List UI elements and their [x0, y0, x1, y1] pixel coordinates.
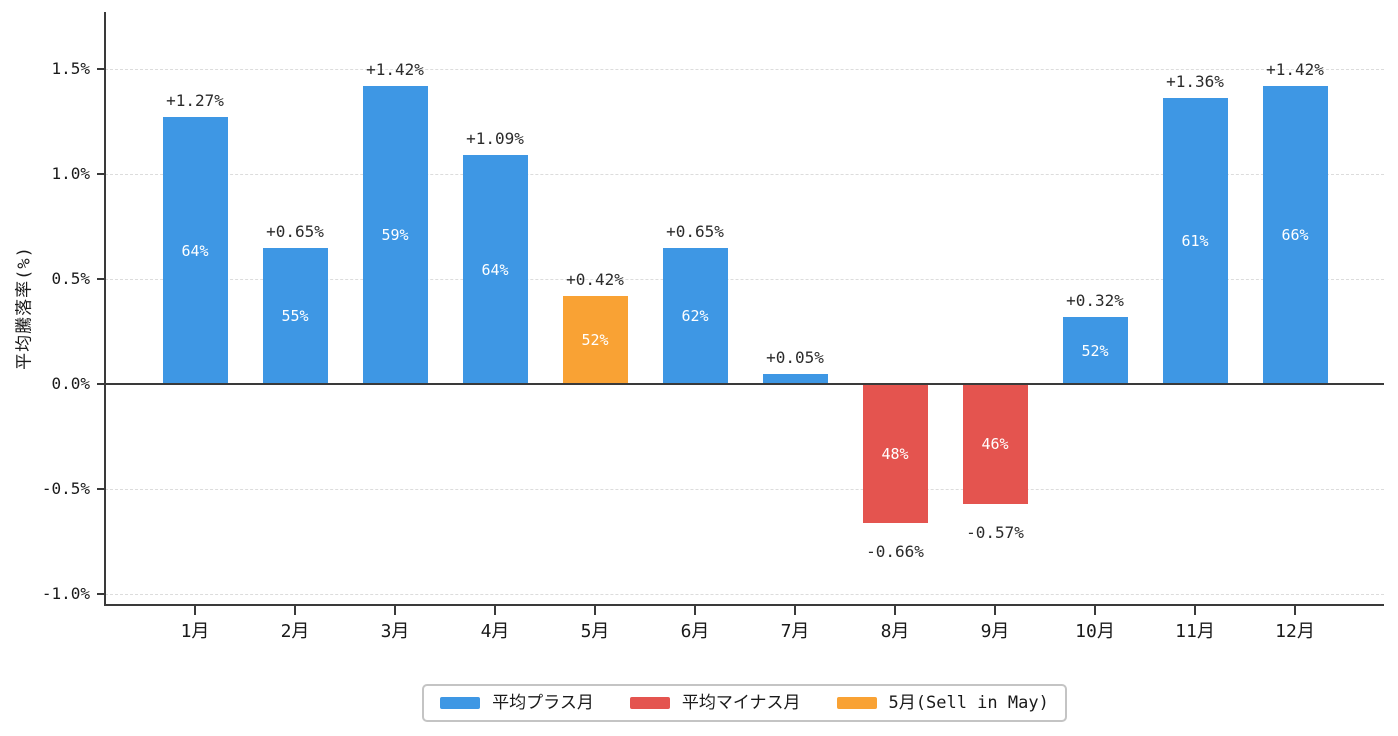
bar-value-label: +1.36%	[1166, 72, 1224, 91]
x-tick-label: 4月	[480, 621, 510, 642]
y-tick-label: 0.0%	[51, 374, 90, 393]
y-axis-tick	[97, 383, 105, 385]
x-axis-tick	[1294, 606, 1296, 615]
x-axis-tick	[194, 606, 196, 615]
y-tick-label: -0.5%	[41, 479, 90, 498]
bar-value-label: +0.65%	[266, 222, 324, 241]
x-axis-tick	[894, 606, 896, 615]
bar-winrate-label: 66%	[1281, 226, 1309, 244]
bar-11月	[1163, 98, 1228, 384]
x-axis-tick	[1094, 606, 1096, 615]
bar-9月	[963, 384, 1028, 504]
legend-label-plus: 平均プラス月	[492, 693, 594, 713]
y-tick-label: -1.0%	[41, 584, 90, 603]
bar-winrate-label: 55%	[281, 307, 309, 325]
legend-swatch-minus-icon	[629, 697, 670, 709]
bar-value-label: +1.27%	[166, 91, 224, 110]
bar-value-label: +0.05%	[766, 348, 824, 367]
bar-winrate-label: 61%	[1181, 232, 1209, 250]
bar-winrate-label: 59%	[381, 226, 409, 244]
x-tick-label: 12月	[1275, 621, 1315, 642]
y-axis-tick	[97, 68, 105, 70]
bar-4月	[463, 155, 528, 384]
gridline	[105, 489, 1384, 490]
x-tick-label: 1月	[180, 621, 210, 642]
bar-3月	[363, 86, 428, 385]
gridline	[105, 69, 1384, 70]
bar-winrate-label: 64%	[181, 242, 209, 260]
x-tick-label: 3月	[380, 621, 410, 642]
x-axis-tick	[294, 606, 296, 615]
y-tick-label: 1.5%	[51, 59, 90, 78]
bar-winrate-label: 52%	[581, 331, 609, 349]
gridline	[105, 594, 1384, 595]
bar-2月	[263, 248, 328, 385]
legend-container: 平均プラス月 平均マイナス月 5月(Sell in May)	[105, 684, 1384, 722]
x-axis-tick	[594, 606, 596, 615]
legend-label-minus: 平均マイナス月	[681, 693, 801, 713]
y-axis-tick	[97, 488, 105, 490]
legend-item-plus-months: 平均プラス月	[440, 691, 594, 715]
x-tick-label: 8月	[880, 621, 910, 642]
x-axis-tick	[694, 606, 696, 615]
y-tick-label: 1.0%	[51, 164, 90, 183]
bar-value-label: +0.65%	[666, 222, 724, 241]
x-tick-label: 10月	[1075, 621, 1115, 642]
legend-swatch-plus-icon	[440, 697, 481, 709]
x-axis-tick	[394, 606, 396, 615]
x-tick-label: 5月	[580, 621, 610, 642]
bar-5月	[563, 296, 628, 384]
y-axis-tick	[97, 278, 105, 280]
bar-value-label: +1.42%	[366, 60, 424, 79]
y-axis-line	[104, 12, 106, 606]
bar-value-label: +1.42%	[1266, 60, 1324, 79]
x-axis-tick	[494, 606, 496, 615]
x-axis-tick	[994, 606, 996, 615]
x-tick-label: 11月	[1175, 621, 1215, 642]
legend: 平均プラス月 平均マイナス月 5月(Sell in May)	[422, 684, 1067, 722]
x-axis-line	[104, 604, 1384, 606]
gridline	[105, 279, 1384, 280]
bar-winrate-label: 62%	[681, 307, 709, 325]
y-axis-tick	[97, 593, 105, 595]
bar-10月	[1063, 317, 1128, 384]
x-axis-tick	[794, 606, 796, 615]
bar-value-label: +0.42%	[566, 270, 624, 289]
bar-1月	[163, 117, 228, 384]
bar-winrate-label: 46%	[981, 435, 1009, 453]
x-tick-label: 6月	[680, 621, 710, 642]
y-axis-tick	[97, 173, 105, 175]
y-tick-label: 0.5%	[51, 269, 90, 288]
bar-value-label: -0.57%	[966, 523, 1024, 542]
bar-7月	[763, 374, 828, 385]
bar-6月	[663, 248, 728, 385]
bar-winrate-label: 64%	[481, 261, 509, 279]
x-tick-label: 7月	[780, 621, 810, 642]
zero-line	[105, 383, 1384, 385]
x-tick-label: 2月	[280, 621, 310, 642]
bar-value-label: +1.09%	[466, 129, 524, 148]
x-axis-tick	[1194, 606, 1196, 615]
bar-winrate-label: 52%	[1081, 342, 1109, 360]
bar-value-label: -0.66%	[866, 542, 924, 561]
bar-12月	[1263, 86, 1328, 385]
gridline	[105, 174, 1384, 175]
bar-winrate-label: 48%	[881, 445, 909, 463]
legend-label-may: 5月(Sell in May)	[888, 693, 1049, 713]
bar-8月	[863, 384, 928, 523]
legend-item-sell-in-may: 5月(Sell in May)	[836, 691, 1049, 715]
legend-item-minus-months: 平均マイナス月	[629, 691, 801, 715]
legend-swatch-may-icon	[836, 697, 877, 709]
bar-value-label: +0.32%	[1066, 291, 1124, 310]
x-tick-label: 9月	[980, 621, 1010, 642]
